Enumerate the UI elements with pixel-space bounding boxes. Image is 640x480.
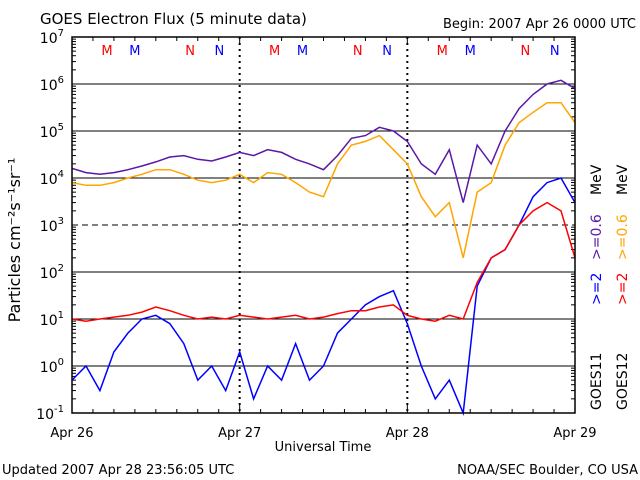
mn-marker: N: [215, 44, 225, 59]
x-tick-label: Apr 27: [218, 426, 261, 441]
chart-title: GOES Electron Flux (5 minute data): [40, 10, 307, 28]
series-lines: [71, 79, 576, 416]
legend: GOES11 >=2 >=0.6 MeV GOES12 >=2 >=0.6 Me…: [589, 164, 631, 410]
legend-goes11-lo: >=0.6: [589, 214, 605, 260]
legend-goes11-sat: GOES11: [589, 353, 605, 410]
y-tick-label: 107: [40, 28, 64, 47]
mn-marker: M: [297, 44, 308, 59]
series-line-goes11-2-mev: [71, 177, 576, 416]
mn-marker: N: [185, 44, 195, 59]
mn-marker: N: [353, 44, 363, 59]
mn-marker: N: [550, 44, 560, 59]
legend-goes12-hi: >=2: [615, 273, 631, 305]
y-tick-label: 100: [40, 357, 64, 376]
mn-marker: M: [437, 44, 448, 59]
legend-goes12-sat: GOES12: [615, 353, 631, 410]
legend-goes12-lo: >=0.6: [615, 214, 631, 260]
y-tick-label: 104: [40, 169, 64, 188]
plot-frame: [71, 36, 576, 414]
y-tick-label: 105: [40, 122, 64, 141]
legend-goes11-unit: MeV: [589, 164, 605, 195]
updated-timestamp: Updated 2007 Apr 28 23:56:05 UTC: [2, 463, 234, 478]
series-line-goes12-0-6-mev: [71, 101, 576, 259]
source-label: NOAA/SEC Boulder, CO USA: [457, 463, 638, 478]
grid: [72, 37, 575, 413]
series-line-goes11-0-6-mev: [71, 79, 576, 203]
mn-marker: N: [382, 44, 392, 59]
mn-marker: M: [269, 44, 280, 59]
y-tick-label: 101: [40, 310, 64, 329]
x-tick-label: Apr 28: [386, 426, 429, 441]
y-tick-label: 102: [40, 263, 64, 282]
legend-goes11-hi: >=2: [589, 273, 605, 305]
mn-marker: M: [465, 44, 476, 59]
series-line-goes12-2-mev: [71, 201, 576, 322]
mn-marker: M: [101, 44, 112, 59]
x-tick-label: Apr 29: [553, 426, 596, 441]
y-tick-label: 103: [40, 216, 64, 235]
x-tick-label: Apr 26: [50, 426, 93, 441]
y-tick-label: 106: [40, 75, 64, 94]
mn-marker: N: [521, 44, 531, 59]
y-tick-label: 10-1: [36, 404, 64, 423]
begin-label: Begin: 2007 Apr 26 0000 UTC: [443, 17, 636, 32]
x-axis: Apr 26 Apr 27 Apr 28 Apr 29: [50, 37, 597, 441]
x-axis-label: Universal Time: [275, 440, 372, 455]
mn-marker: M: [129, 44, 140, 59]
y-axis-label: Particles cm⁻²s⁻¹sr⁻¹: [5, 158, 24, 323]
legend-goes12-unit: MeV: [615, 164, 631, 195]
